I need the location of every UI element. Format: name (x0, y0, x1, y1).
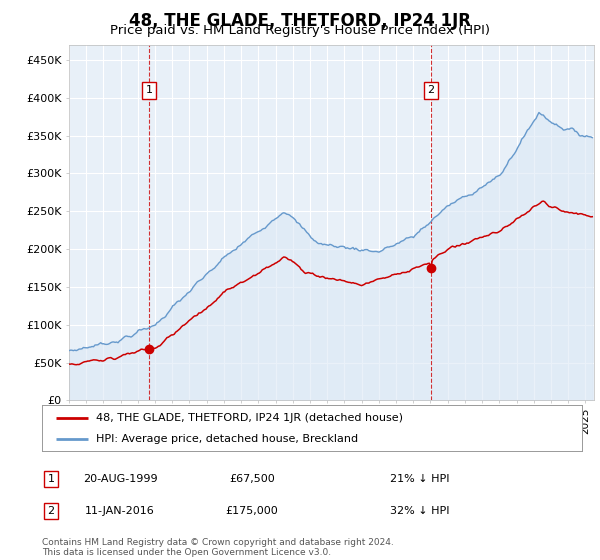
Text: £67,500: £67,500 (229, 474, 275, 484)
Text: Contains HM Land Registry data © Crown copyright and database right 2024.
This d: Contains HM Land Registry data © Crown c… (42, 538, 394, 557)
Text: 20-AUG-1999: 20-AUG-1999 (83, 474, 157, 484)
Text: 1: 1 (47, 474, 55, 484)
Text: 1: 1 (145, 85, 152, 95)
Text: 2: 2 (47, 506, 55, 516)
Text: 2: 2 (427, 85, 434, 95)
Text: HPI: Average price, detached house, Breckland: HPI: Average price, detached house, Brec… (96, 435, 358, 444)
Text: 48, THE GLADE, THETFORD, IP24 1JR: 48, THE GLADE, THETFORD, IP24 1JR (129, 12, 471, 30)
Text: £175,000: £175,000 (226, 506, 278, 516)
Text: 11-JAN-2016: 11-JAN-2016 (85, 506, 155, 516)
Text: 48, THE GLADE, THETFORD, IP24 1JR (detached house): 48, THE GLADE, THETFORD, IP24 1JR (detac… (96, 413, 403, 423)
Text: Price paid vs. HM Land Registry's House Price Index (HPI): Price paid vs. HM Land Registry's House … (110, 24, 490, 36)
Text: 21% ↓ HPI: 21% ↓ HPI (390, 474, 449, 484)
Text: 32% ↓ HPI: 32% ↓ HPI (390, 506, 449, 516)
